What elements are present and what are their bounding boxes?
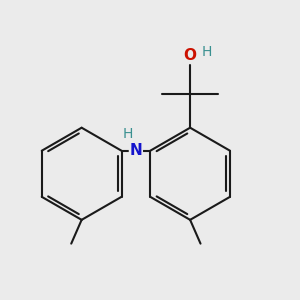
Text: N: N bbox=[130, 143, 142, 158]
Text: O: O bbox=[184, 48, 196, 63]
Text: H: H bbox=[122, 128, 133, 141]
Text: H: H bbox=[201, 45, 212, 59]
